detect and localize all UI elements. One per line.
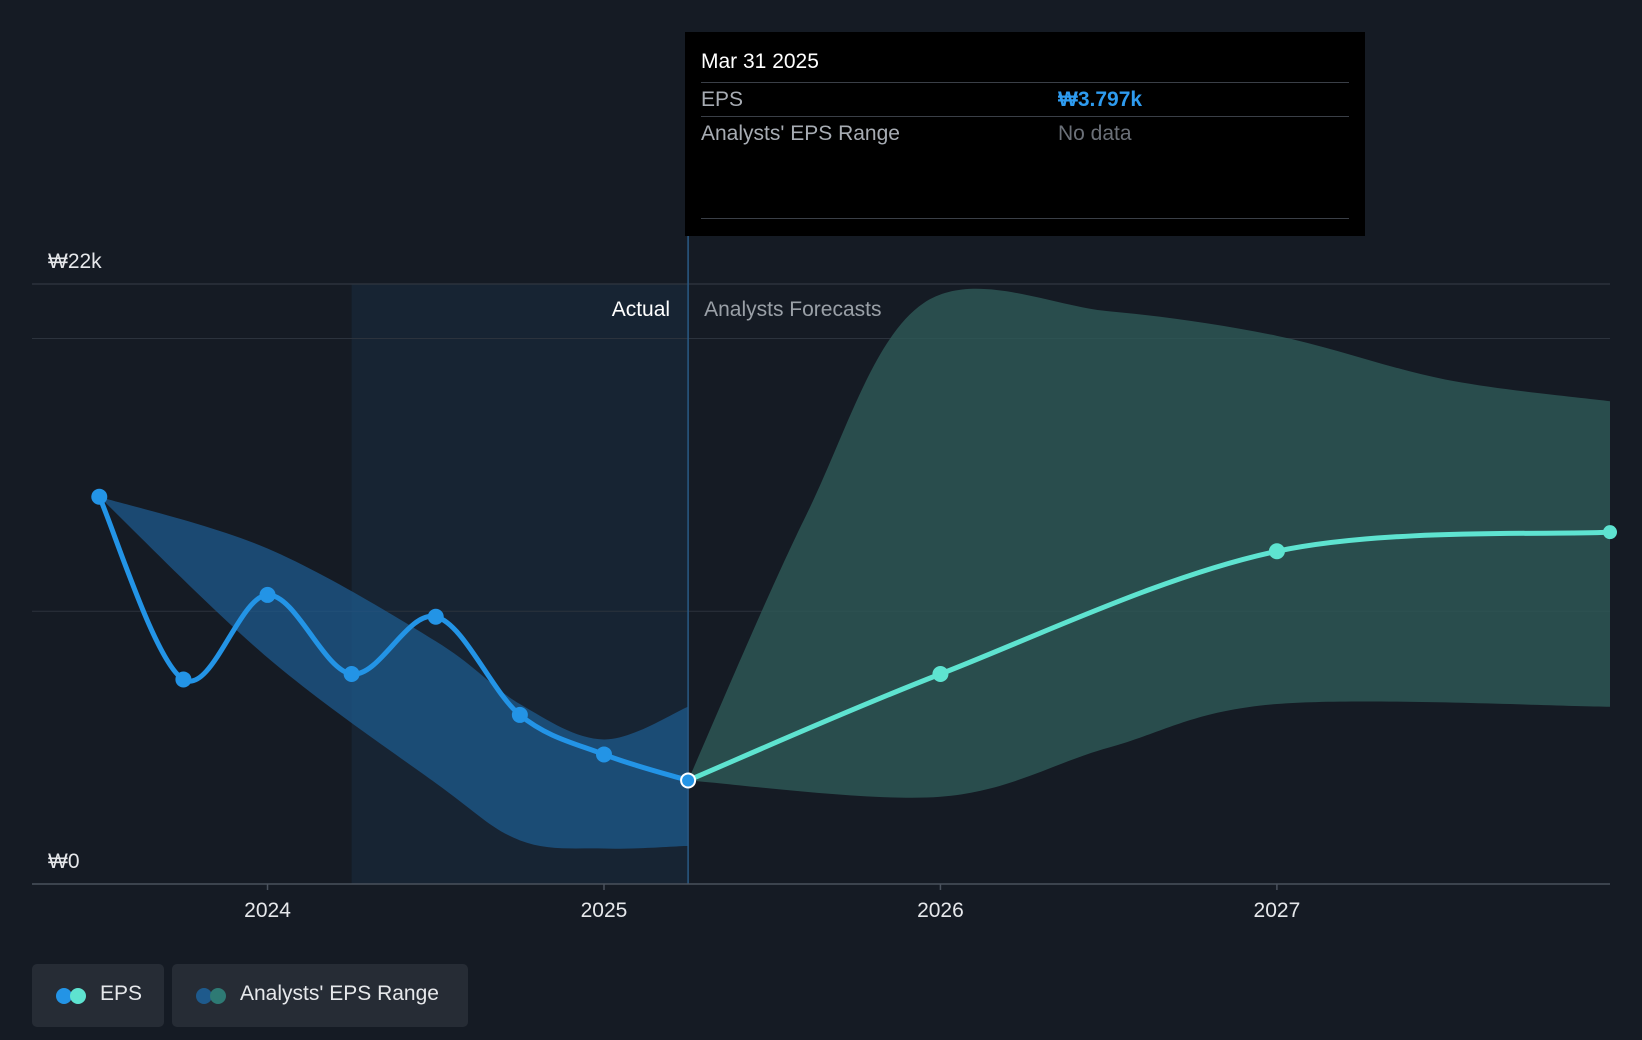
tooltip-range-value: No data xyxy=(1058,122,1132,145)
eps-point xyxy=(175,671,192,688)
tooltip-eps-label: EPS xyxy=(701,88,744,111)
eps-point xyxy=(1268,543,1285,560)
tooltip: Mar 31 2025 EPS ₩3.797k Analysts' EPS Ra… xyxy=(685,32,1365,236)
eps-point xyxy=(595,746,612,763)
eps-range-area-forecast xyxy=(688,288,1610,798)
eps-range-area-actual xyxy=(99,496,689,849)
tooltip-range-label: Analysts' EPS Range xyxy=(701,122,900,145)
tooltip-eps-value: ₩3.797k xyxy=(1058,88,1143,111)
y-axis-max-label: ₩22k xyxy=(48,250,102,273)
eps-point xyxy=(932,666,949,682)
legend-eps-label: EPS xyxy=(100,982,143,1005)
tooltip-eps-row: EPS ₩3.797k xyxy=(701,82,1349,117)
x-tick-label: 2027 xyxy=(1254,899,1301,922)
eps-point xyxy=(427,608,444,625)
forecast-label: Analysts Forecasts xyxy=(704,298,881,321)
eps-point xyxy=(1603,525,1617,540)
x-tick-label: 2026 xyxy=(917,899,964,922)
eps-range-areas xyxy=(99,288,1610,849)
y-axis-min-label: ₩0 xyxy=(48,850,80,873)
legend-eps-range[interactable]: Analysts' EPS Range xyxy=(172,964,468,1027)
x-tick-label: 2025 xyxy=(581,899,628,922)
eps-point xyxy=(91,488,108,505)
legend-eps-range-label: Analysts' EPS Range xyxy=(240,982,439,1005)
x-tick-label: 2024 xyxy=(244,899,291,922)
tooltip-range-row: Analysts' EPS Range No data xyxy=(701,116,1349,151)
eps-range-legend-icon xyxy=(196,988,226,1004)
eps-point xyxy=(343,666,360,682)
eps-points xyxy=(91,488,1617,789)
eps-point xyxy=(511,706,528,723)
legend-eps[interactable]: EPS xyxy=(32,964,164,1027)
tooltip-date: Mar 31 2025 xyxy=(701,50,819,73)
eps-legend-icon xyxy=(56,988,86,1004)
tooltip-divider xyxy=(701,218,1349,219)
eps-point-highlight xyxy=(682,774,695,787)
x-axis-ticks: 2024 2025 2026 2027 xyxy=(244,884,1300,922)
eps-line-forecast xyxy=(685,529,1613,783)
eps-point xyxy=(259,586,276,603)
actual-label: Actual xyxy=(612,298,670,321)
